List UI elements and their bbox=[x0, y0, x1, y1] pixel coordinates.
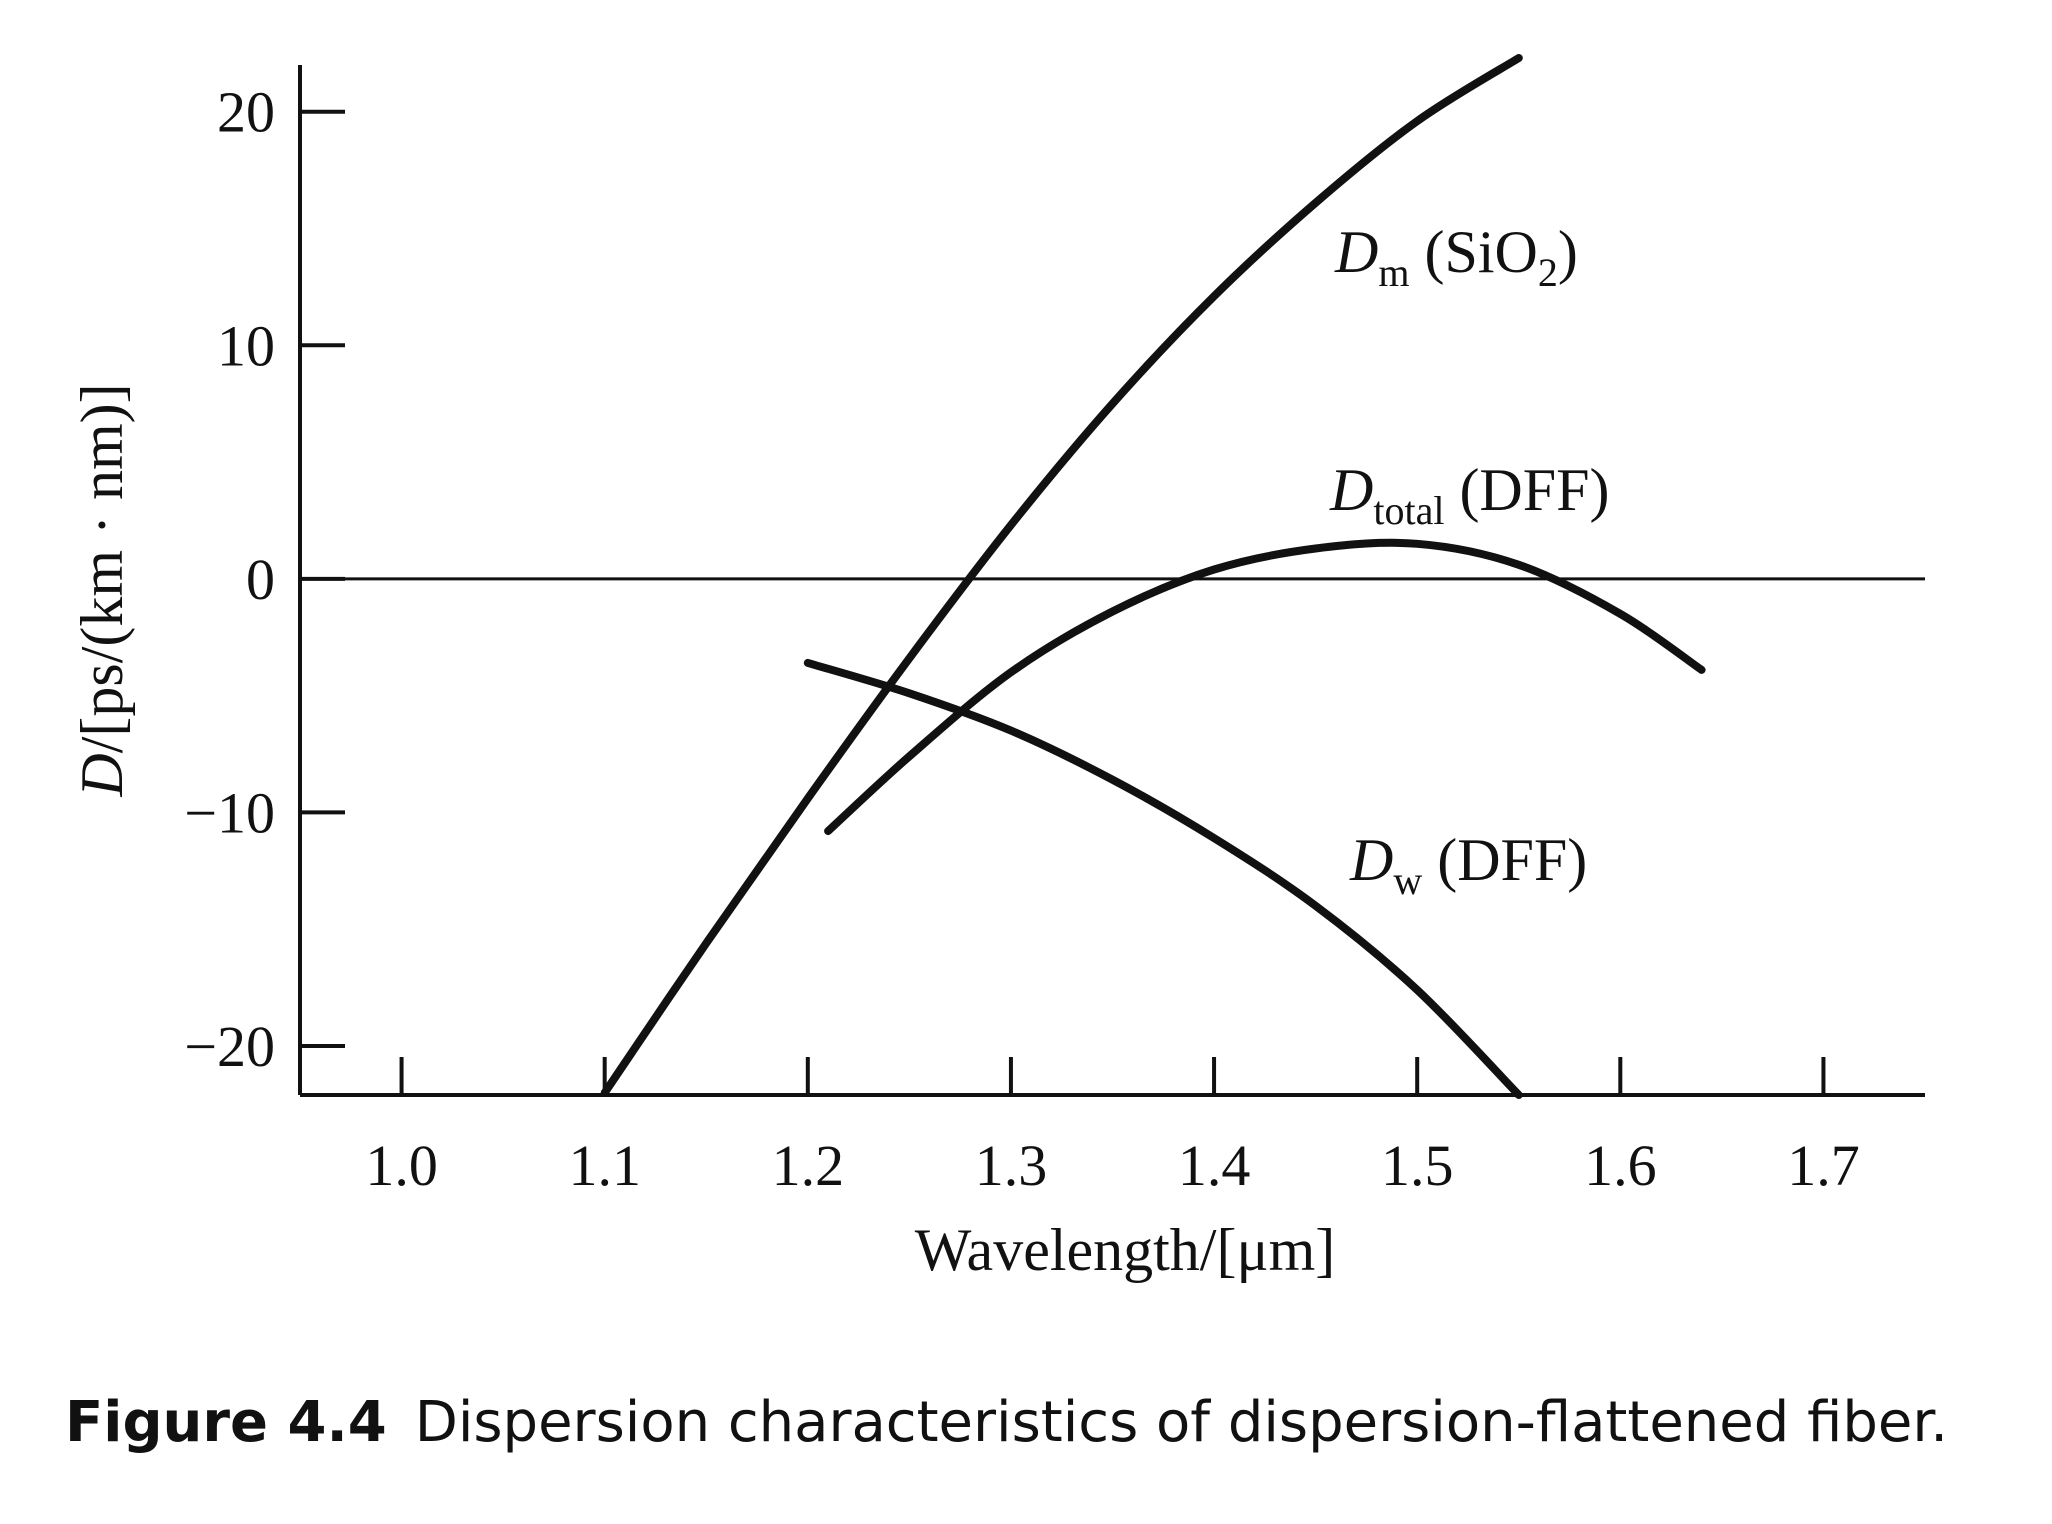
figure-caption: Figure 4.4 Dispersion characteristics of … bbox=[65, 1390, 2025, 1455]
y-axis-title-units: /[ps/(km · nm)] bbox=[69, 383, 135, 753]
y-tick-label: 0 bbox=[246, 547, 275, 612]
chart-ticks: 1.0 1.1 1.2 1.3 1.4 1.5 1.6 1.7 20 10 0 −10 −20 bbox=[184, 80, 1859, 1198]
series-label-dm: Dm (SiO2) bbox=[1334, 219, 1578, 295]
figure-number: Figure 4.4 bbox=[65, 1390, 387, 1455]
series-label-dtotal: Dtotal (DFF) bbox=[1329, 457, 1609, 533]
series-line-dm bbox=[600, 54, 1523, 1097]
series-label-close: ) bbox=[1558, 219, 1578, 285]
y-axis-title-symbol: D bbox=[69, 753, 135, 797]
series-line-dtotal bbox=[824, 538, 1706, 836]
chart-series bbox=[600, 54, 1706, 1099]
x-tick-label: 1.0 bbox=[365, 1133, 438, 1198]
series-label-name: (DFF) bbox=[1422, 827, 1587, 893]
series-label-dw: Dw (DFF) bbox=[1349, 827, 1587, 903]
chart-axes bbox=[298, 65, 1925, 1097]
series-label-subscript: total bbox=[1373, 488, 1444, 533]
y-tick-label: 10 bbox=[217, 313, 275, 378]
x-axis-title: Wavelength/[μm] bbox=[915, 1217, 1336, 1283]
x-tick-label: 1.2 bbox=[772, 1133, 845, 1198]
y-axis-title: D/[ps/(km · nm)] bbox=[69, 383, 135, 797]
series-label-name: (DFF) bbox=[1444, 457, 1609, 523]
x-tick-label: 1.7 bbox=[1787, 1133, 1860, 1198]
y-tick-label: 20 bbox=[217, 80, 275, 145]
y-tick-label: −20 bbox=[184, 1014, 275, 1079]
y-tick-label: −10 bbox=[184, 780, 275, 845]
series-label-subscript-2: 2 bbox=[1538, 250, 1558, 295]
series-line-dw bbox=[803, 658, 1523, 1099]
chart-series-labels: Dm (SiO2)Dtotal (DFF)Dw (DFF) bbox=[1329, 219, 1609, 903]
series-label-subscript: w bbox=[1393, 858, 1422, 903]
x-tick-label: 1.5 bbox=[1381, 1133, 1454, 1198]
series-label-symbol: D bbox=[1334, 219, 1378, 285]
series-label-name: (SiO bbox=[1409, 219, 1537, 285]
series-label-symbol: D bbox=[1349, 827, 1393, 893]
series-label-subscript: m bbox=[1378, 250, 1409, 295]
caption-text: Dispersion characteristics of dispersion… bbox=[414, 1390, 1949, 1455]
x-tick-label: 1.6 bbox=[1584, 1133, 1657, 1198]
series-label-symbol: D bbox=[1329, 457, 1373, 523]
x-tick-label: 1.3 bbox=[975, 1133, 1048, 1198]
x-tick-label: 1.1 bbox=[568, 1133, 641, 1198]
x-tick-label: 1.4 bbox=[1178, 1133, 1251, 1198]
